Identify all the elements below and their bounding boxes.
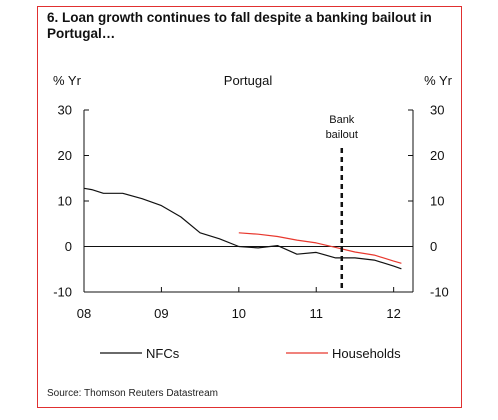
y-tick-label-right: 0 xyxy=(430,239,437,254)
y-tick-label-right: 20 xyxy=(430,148,444,163)
legend-label-nfcs: NFCs xyxy=(146,346,180,361)
bailout-label: Bank xyxy=(329,114,355,126)
x-tick-label: 09 xyxy=(154,306,168,321)
legend-label-households: Households xyxy=(332,346,401,361)
bailout-label: bailout xyxy=(326,129,358,141)
left-axis-unit-label: % Yr xyxy=(53,73,82,88)
source-note: Source: Thomson Reuters Datastream xyxy=(47,388,219,399)
series-layer xyxy=(83,187,402,270)
y-tick-label-right: 30 xyxy=(430,103,444,118)
legend: NFCs Households xyxy=(100,346,401,361)
series-line-households xyxy=(238,232,402,264)
annotation-layer: Bank bailout xyxy=(326,114,358,292)
y-tick-label-left: -10 xyxy=(53,285,72,300)
axes: 30 30 20 20 10 10 0 0 -10 -10 08 09 10 11 12 xyxy=(53,103,449,322)
x-tick-label: 08 xyxy=(77,306,91,321)
chart-title: 6. Loan growth continues to fall despite… xyxy=(47,10,432,41)
y-tick-label-left: 20 xyxy=(58,148,72,163)
y-tick-label-left: 10 xyxy=(58,194,72,209)
y-tick-label-left: 30 xyxy=(58,103,72,118)
chart-subtitle: Portugal xyxy=(224,73,273,88)
right-axis-unit-label: % Yr xyxy=(424,73,453,88)
chart-frame xyxy=(37,6,462,408)
y-tick-label-right: 10 xyxy=(430,194,444,209)
x-tick-label: 11 xyxy=(309,306,323,321)
y-tick-label-right: -10 xyxy=(430,285,449,300)
x-tick-label: 12 xyxy=(386,306,400,321)
y-tick-label-left: 0 xyxy=(65,239,72,254)
series-line-nfcs xyxy=(83,187,402,270)
x-tick-label: 10 xyxy=(232,306,246,321)
